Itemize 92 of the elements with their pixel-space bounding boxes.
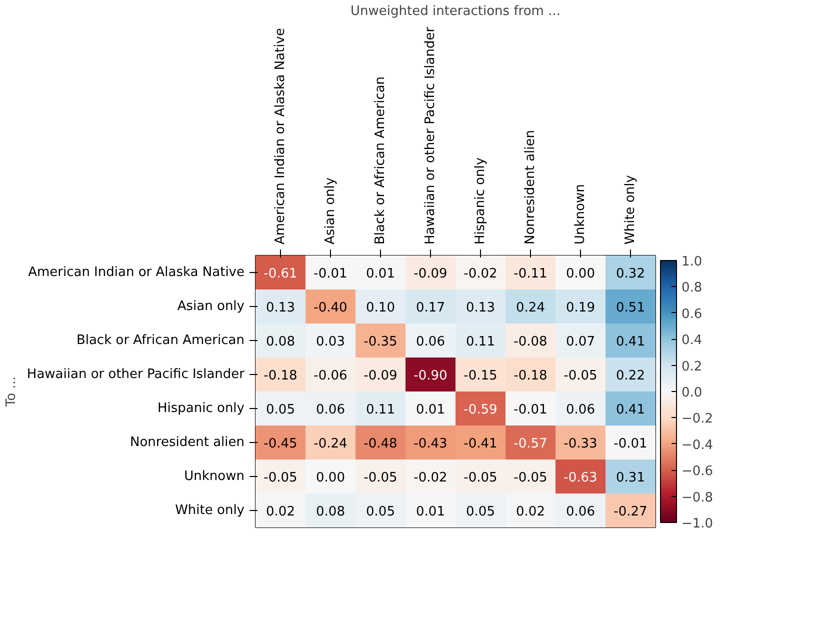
data-label: 0.05 [466,504,495,520]
data-label: 0.06 [316,402,345,418]
color-bar-label: 0.2 [682,359,702,374]
color-bar-label: −0.4 [682,438,714,453]
data-label: 0.11 [366,402,395,418]
data-label: -0.45 [264,436,298,452]
data-label: 0.00 [566,266,595,282]
data-label: 0.06 [416,334,445,350]
data-label: 0.13 [466,300,495,316]
data-label: 0.06 [566,504,595,520]
data-label: -0.35 [364,334,398,350]
data-label: -0.05 [364,470,398,486]
data-label: -0.18 [264,368,298,384]
data-label: 0.02 [266,504,295,520]
data-label: -0.09 [364,368,398,384]
y-axis-title: To ... [4,376,19,408]
data-label: -0.02 [464,266,498,282]
data-label: -0.15 [464,368,498,384]
data-label: 0.31 [616,470,645,486]
color-bar-label: 0.8 [682,280,702,296]
data-label: -0.27 [614,504,648,520]
data-label: -0.24 [314,436,348,452]
y-tick-label: Hispanic only [157,401,245,416]
data-label: -0.05 [564,368,598,384]
data-label: 0.02 [516,504,545,520]
data-label: 0.03 [316,334,345,350]
data-label: -0.33 [564,436,598,452]
data-label: -0.18 [514,368,548,384]
color-bar-label: −0.6 [682,464,714,480]
color-bar-label: −0.8 [682,490,714,506]
data-label: -0.09 [414,266,448,282]
data-label: 0.19 [566,300,595,316]
data-label: 0.01 [416,402,445,418]
data-label: -0.48 [364,436,398,452]
y-tick-label: Asian only [177,299,245,314]
y-tick-label: Hawaiian or other Pacific Islander [26,367,246,382]
data-label: -0.01 [514,402,548,418]
data-label: -0.41 [464,436,498,452]
data-label: 0.11 [466,334,495,350]
y-tick-label: Unknown [184,469,245,484]
color-bar-label: −1.0 [682,516,714,532]
data-label: -0.01 [614,436,648,452]
data-label: -0.61 [264,266,298,282]
data-label: 0.17 [416,300,445,316]
color-bar-label: −0.2 [682,412,714,427]
data-label: 0.08 [316,504,345,520]
x-tick-label: Hispanic only [473,157,488,244]
data-label: -0.43 [414,436,448,452]
y-tick-label: American Indian or Alaska Native [28,265,244,280]
color-bar-label: 1.0 [682,254,702,270]
color-bar-label: 0.4 [682,333,702,348]
data-label: 0.00 [316,470,345,486]
data-label: -0.06 [314,368,348,384]
data-label: 0.13 [266,300,295,316]
data-label: 0.05 [366,504,395,520]
x-tick-label: White only [623,174,638,244]
data-label: -0.05 [464,470,498,486]
data-label: 0.51 [616,300,645,316]
data-label: 0.41 [616,402,645,418]
x-tick-label: Unknown [573,184,588,244]
data-label: 0.05 [266,402,295,418]
data-label: 0.01 [416,504,445,520]
x-tick-label: Black or African American [373,76,388,244]
data-label: -0.02 [414,470,448,486]
data-label: -0.05 [264,470,298,486]
data-label: -0.08 [514,334,548,350]
data-label: 0.24 [516,300,545,316]
color-bar-label: 0.6 [682,306,702,322]
y-tick-label: Nonresident alien [130,435,245,450]
data-label: -0.01 [314,266,348,282]
data-label: 0.32 [616,266,645,282]
data-label: 0.06 [566,402,595,418]
data-label: 0.01 [366,266,395,282]
data-label: -0.11 [514,266,548,282]
data-label: 0.41 [616,334,645,350]
data-label: 0.22 [616,368,645,384]
x-tick-label: Hawaiian or other Pacific Islander [423,26,438,244]
x-tick-label: Asian only [323,177,338,244]
x-axis-title: Unweighted interactions from ... [350,4,560,19]
data-label: 0.08 [266,334,295,350]
y-tick-label: White only [175,503,245,518]
data-label: -0.63 [564,470,598,486]
data-label: -0.05 [514,470,548,486]
data-label: -0.90 [414,368,448,384]
data-label: 0.10 [366,300,395,316]
data-label: 0.07 [566,334,595,350]
x-tick-label: Nonresident alien [523,130,538,244]
data-label: -0.40 [314,300,348,316]
color-bar-label: 0.0 [682,386,702,400]
y-tick-label: Black or African American [76,333,245,348]
data-label: -0.57 [514,436,548,452]
data-label: -0.59 [464,402,498,418]
